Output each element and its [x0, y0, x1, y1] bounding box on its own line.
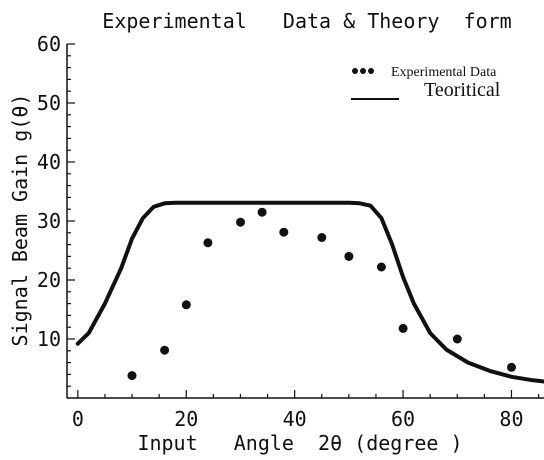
- y-tick-label: 50: [37, 91, 61, 115]
- y-tick-label: 60: [37, 32, 61, 56]
- x-tick-label: 80: [499, 407, 523, 431]
- experimental-series: [127, 207, 516, 381]
- theoretical-series: [75, 200, 544, 384]
- experimental-point: [452, 334, 462, 344]
- x-tick-label: 20: [174, 407, 198, 431]
- legend-label-experimental: Experimental Data: [391, 65, 497, 80]
- experimental-point: [203, 238, 213, 248]
- y-tick-label: 40: [37, 150, 61, 174]
- legend-dot-1: [352, 68, 358, 74]
- experimental-point: [236, 217, 245, 227]
- experimental-point: [344, 251, 354, 261]
- x-tick-label: 0: [72, 407, 84, 431]
- experimental-point: [398, 323, 408, 333]
- experimental-point: [257, 207, 267, 217]
- y-tick-label: 30: [37, 209, 61, 233]
- experimental-point: [317, 233, 327, 242]
- y-axis-label: Signal Beam Gain g(θ): [8, 94, 32, 347]
- legend-dot-3: [368, 68, 374, 74]
- experimental-point: [376, 262, 386, 272]
- chart-title: Experimental Data & Theory form: [102, 9, 511, 33]
- x-tick-label: 60: [391, 407, 415, 431]
- x-axis-label: Input Angle 2θ (degree ): [137, 431, 462, 455]
- experimental-point: [160, 345, 170, 355]
- experimental-point: [279, 227, 289, 237]
- experimental-point: [507, 362, 516, 372]
- y-axis: 10 20 30 40 50 60: [37, 32, 75, 387]
- experimental-point: [127, 371, 137, 381]
- legend-label-theoretical: Teoritical: [424, 79, 501, 101]
- x-tick-label: 40: [283, 407, 307, 431]
- theoretical-line: [75, 200, 544, 384]
- x-axis: 0 20 40 60 80: [72, 390, 540, 431]
- experimental-point: [181, 300, 191, 310]
- y-tick-label: 20: [37, 268, 61, 292]
- legend: Experimental Data Teoritical: [351, 65, 501, 101]
- legend-dot-2: [360, 68, 366, 74]
- y-tick-label: 10: [37, 327, 61, 351]
